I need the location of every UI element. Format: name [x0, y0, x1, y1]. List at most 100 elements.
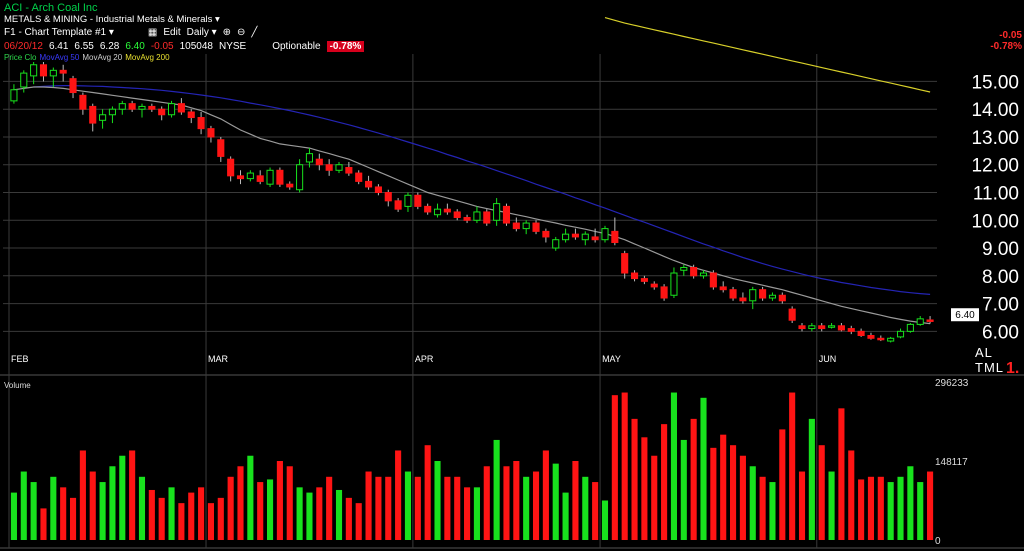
price-tick-label: 9.00 — [982, 239, 1019, 260]
candle-body — [69, 78, 77, 94]
volume-bar — [247, 455, 254, 540]
candle-body — [394, 200, 402, 210]
candle-body — [325, 164, 333, 171]
period-selector[interactable]: Daily ▾ — [186, 27, 217, 38]
candle-body — [906, 323, 914, 332]
last-price-label: 6.40 — [955, 310, 975, 321]
legend-price: Price Clo — [4, 53, 37, 62]
month-label: MAY — [602, 354, 621, 364]
candle-body — [719, 286, 727, 291]
candle-body — [867, 335, 875, 339]
candle-body — [138, 105, 146, 110]
candle-body — [857, 330, 865, 337]
candle-body — [562, 233, 570, 241]
volume-bar — [897, 476, 904, 540]
quote-high: 6.55 — [74, 41, 94, 52]
draw-line-icon[interactable]: ╱ — [251, 27, 258, 38]
candle-body — [709, 272, 717, 288]
candle-body — [630, 272, 639, 280]
candle-body — [384, 192, 392, 202]
volume-bar — [818, 445, 825, 540]
candle-body — [59, 69, 67, 74]
volume-tick-label: 296233 — [935, 378, 969, 389]
candle-body — [177, 103, 185, 113]
volume-bar — [257, 482, 264, 540]
volume-bar — [680, 439, 687, 540]
month-label: MAR — [208, 354, 229, 364]
candle-body — [286, 183, 294, 188]
volume-bar — [217, 497, 224, 540]
quote-volume: 105048 — [179, 41, 213, 52]
candle-body — [778, 294, 786, 302]
candle-body — [828, 325, 836, 328]
quote-open: 6.41 — [48, 41, 69, 52]
candle-body — [552, 239, 560, 249]
right-letters: AL TML — [975, 345, 1004, 375]
candle-body — [699, 272, 708, 277]
date-axis: FEB MAR APR MAY JUN — [11, 354, 836, 364]
volume-bar — [887, 482, 894, 540]
volume-bar — [601, 500, 609, 540]
volume-bar — [129, 450, 136, 540]
volume-bar — [207, 503, 215, 540]
candle-body — [818, 325, 826, 330]
candle-body — [926, 319, 934, 322]
legend-ma50: MovAvg 50 — [39, 53, 80, 62]
volume-bar — [89, 471, 96, 540]
grid-icon[interactable]: ▦ — [147, 27, 158, 38]
dropdown-arrow-icon[interactable]: ▾ — [215, 14, 220, 25]
volume-bar — [20, 471, 27, 540]
month-label: FEB — [11, 354, 29, 364]
price-tick-label: 14.00 — [971, 100, 1019, 121]
volume-bar — [542, 450, 549, 540]
template-selector[interactable]: F1 - Chart Template #1 ▾ — [4, 27, 114, 38]
volume-bar — [424, 445, 431, 540]
candle-body — [798, 325, 806, 330]
volume-bar — [798, 471, 806, 540]
candle-body — [788, 308, 796, 321]
quote-change: -0.05 — [150, 41, 174, 52]
candle-body — [79, 94, 87, 110]
volume-bar — [532, 471, 540, 540]
zoom-out-icon[interactable]: ⊖ — [237, 27, 246, 38]
volume-bar — [10, 492, 17, 540]
candle-body — [39, 64, 48, 77]
price-tick-label: 7.00 — [982, 295, 1019, 316]
candle-body — [335, 164, 343, 171]
ma20-line — [13, 86, 931, 325]
candle-body — [887, 337, 895, 342]
volume-bar — [710, 447, 717, 540]
candle-body — [660, 286, 668, 299]
volume-bar — [375, 476, 382, 540]
candle-body — [197, 117, 205, 130]
volume-bar — [631, 418, 638, 540]
volume-bar — [729, 445, 737, 540]
candle-body — [571, 233, 579, 238]
candle-body — [493, 203, 501, 221]
price-tick-label: 10.00 — [971, 211, 1019, 232]
volume-bar — [473, 487, 480, 540]
candle-body — [532, 222, 540, 232]
candle-body — [473, 211, 481, 221]
change-pct-badge: -0.78% — [326, 41, 365, 52]
candle-body — [315, 158, 323, 166]
optionable-label: Optionable — [272, 41, 321, 52]
month-label: APR — [415, 354, 434, 364]
volume-bar — [404, 471, 412, 540]
volume-bar — [769, 482, 776, 540]
zoom-in-icon[interactable]: ⊕ — [222, 27, 232, 38]
candle-body — [502, 205, 511, 224]
volume-bar — [286, 466, 293, 540]
edit-button[interactable]: Edit — [163, 27, 181, 38]
quote-bar: 06/20/12 6.41 6.55 6.28 6.40 -0.05 10504… — [4, 41, 365, 52]
volume-bar — [30, 482, 37, 540]
volume-bar — [178, 503, 185, 540]
sector-label[interactable]: METALS & MINING - Industrial Metals & Mi… — [4, 14, 220, 25]
candle-body — [236, 175, 245, 180]
ma50-line — [33, 84, 931, 295]
volume-bar — [119, 455, 126, 540]
volume-bar — [158, 497, 165, 540]
volume-bar — [138, 476, 146, 540]
candle-body — [207, 128, 215, 138]
